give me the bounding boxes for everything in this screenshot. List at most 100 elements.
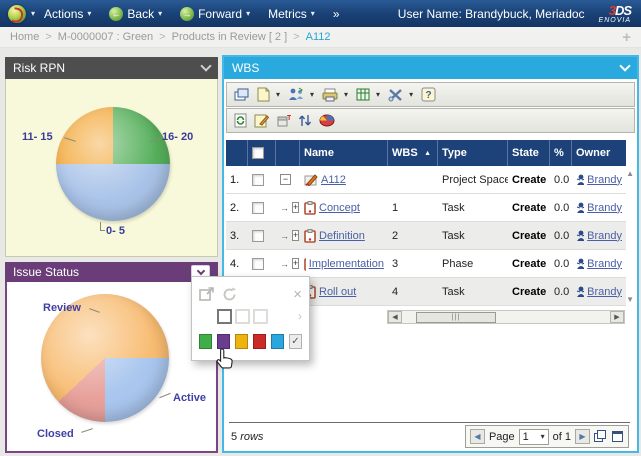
owner-link[interactable]: Brandy [587,174,622,186]
chevron-down-icon[interactable]: ▾ [344,90,348,99]
prev-page-button[interactable]: ◀ [470,429,485,444]
assign-users-icon[interactable] [286,86,306,103]
collapse-chevron-icon[interactable] [200,60,211,71]
panel-title: WBS [232,61,259,75]
col-expand [276,140,300,166]
refresh-icon[interactable] [221,286,238,303]
tools-icon[interactable] [386,87,405,103]
sort-icon[interactable] [296,112,314,129]
new-document-icon[interactable] [255,86,272,103]
frame-style-option[interactable] [235,309,250,324]
pie-label-closed: Closed [37,428,74,440]
chevron-down-icon: ▾ [158,9,162,18]
insert-arrow-icon: → [280,203,289,213]
chevron-down-icon[interactable]: ▾ [276,90,280,99]
color-swatch-blue[interactable] [271,334,284,349]
insert-arrow-icon: → [280,259,289,269]
owner-link[interactable]: Brandy [587,286,622,298]
col-type[interactable]: Type [438,140,508,166]
person-icon [576,286,584,298]
name-link[interactable]: Roll out [319,286,356,298]
menu-actions[interactable]: Actions ▾ [35,7,100,21]
help-icon[interactable]: ? [419,86,438,103]
name-link[interactable]: Definition [319,230,365,242]
remove-column-icon[interactable]: T [274,112,293,129]
pie-label-11-15: 11- 15 [22,131,53,143]
edit-icon[interactable] [252,112,271,129]
color-swatch-yellow[interactable] [235,334,248,349]
scroll-up-icon[interactable]: ▲ [626,169,634,178]
select-all-checkbox[interactable] [252,147,264,159]
menu-metrics[interactable]: Metrics ▾ [259,7,324,21]
owner-link[interactable]: Brandy [587,230,622,242]
collapse-node-icon[interactable]: − [280,174,291,185]
table-header-row: Name WBS▲ Type State % Owner [226,140,626,166]
scrollbar-thumb[interactable]: ||| [416,312,496,323]
scroll-down-icon[interactable]: ▼ [626,295,634,304]
chevron-down-icon[interactable]: ▾ [310,90,314,99]
col-pct[interactable]: % [550,140,572,166]
horizontal-scrollbar[interactable]: ◀ ||| ▶ [387,310,625,324]
insert-arrow-icon: → [280,231,289,241]
app-compass-icon[interactable] [8,5,26,23]
scroll-left-icon[interactable]: ◀ [388,311,402,323]
name-link[interactable]: Concept [319,202,360,214]
menu-forward[interactable]: → Forward ▾ [171,7,259,21]
pie-label-active: Active [173,392,206,404]
row-checkbox[interactable] [252,258,264,270]
page-select[interactable]: 1 ▾ [519,429,549,445]
open-windows-icon[interactable] [594,430,607,443]
expand-node-icon[interactable]: + [292,230,299,241]
chart-icon[interactable] [317,113,337,128]
row-checkbox[interactable] [252,174,264,186]
chevron-down-icon[interactable]: ▾ [409,90,413,99]
export-table-icon[interactable] [354,87,372,102]
chevron-down-icon[interactable]: ▾ [376,90,380,99]
person-icon [576,174,584,186]
col-name[interactable]: Name [300,140,388,166]
breadcrumb-home[interactable]: Home [10,31,39,43]
name-link[interactable]: A112 [321,174,346,186]
row-checkbox[interactable] [252,230,264,242]
collapse-chevron-icon[interactable] [619,60,630,71]
refresh-icon[interactable] [232,112,249,129]
table-row: 3. →+ Definition 2 Task Create 0.0 Brand… [226,222,626,250]
next-page-button[interactable]: ▶ [575,429,590,444]
person-icon [576,258,584,270]
printer-icon[interactable] [320,87,340,103]
color-swatch-red[interactable] [253,334,266,349]
more-options-icon[interactable]: › [298,309,302,323]
row-checkbox[interactable] [252,202,264,214]
owner-link[interactable]: Brandy [587,258,622,270]
col-rownum [226,140,248,166]
enovia-logo: 3DS ENOVIA [599,4,641,24]
wbs-panel: WBS ▾ ▾ ▾ ▾ ▾ ? [222,55,639,453]
expand-node-icon[interactable]: + [292,258,299,269]
menu-overflow-icon[interactable]: » [324,7,349,21]
task-clipboard-icon [304,201,316,215]
color-swatch-green[interactable] [199,334,212,349]
frame-style-option[interactable] [253,309,268,324]
risk-rpn-pie[interactable] [56,107,170,221]
add-icon[interactable]: + [622,29,631,46]
col-state[interactable]: State [508,140,550,166]
breadcrumb-project[interactable]: M-0000007 : Green [58,31,153,43]
owner-link[interactable]: Brandy [587,202,622,214]
breadcrumb-products-in-review[interactable]: Products in Review [ 2 ] [172,31,288,43]
single-window-icon[interactable] [611,430,624,443]
svg-text:?: ? [426,90,432,101]
pie-label-0-5: 0- 5 [106,225,125,237]
open-window-icon[interactable] [199,286,215,302]
frame-style-option[interactable] [217,309,232,324]
col-owner[interactable]: Owner [572,140,626,166]
menu-back[interactable]: ← Back ▾ [100,7,171,21]
col-wbs[interactable]: WBS▲ [388,140,438,166]
windows-icon[interactable] [232,87,252,103]
name-link[interactable]: Implementation [309,258,384,270]
project-space-icon [304,173,318,186]
expand-node-icon[interactable]: + [292,202,299,213]
color-swatch-selected[interactable]: ✓ [289,334,302,349]
close-icon[interactable]: × [293,287,302,302]
scroll-right-icon[interactable]: ▶ [610,311,624,323]
color-swatch-purple[interactable] [217,334,230,349]
